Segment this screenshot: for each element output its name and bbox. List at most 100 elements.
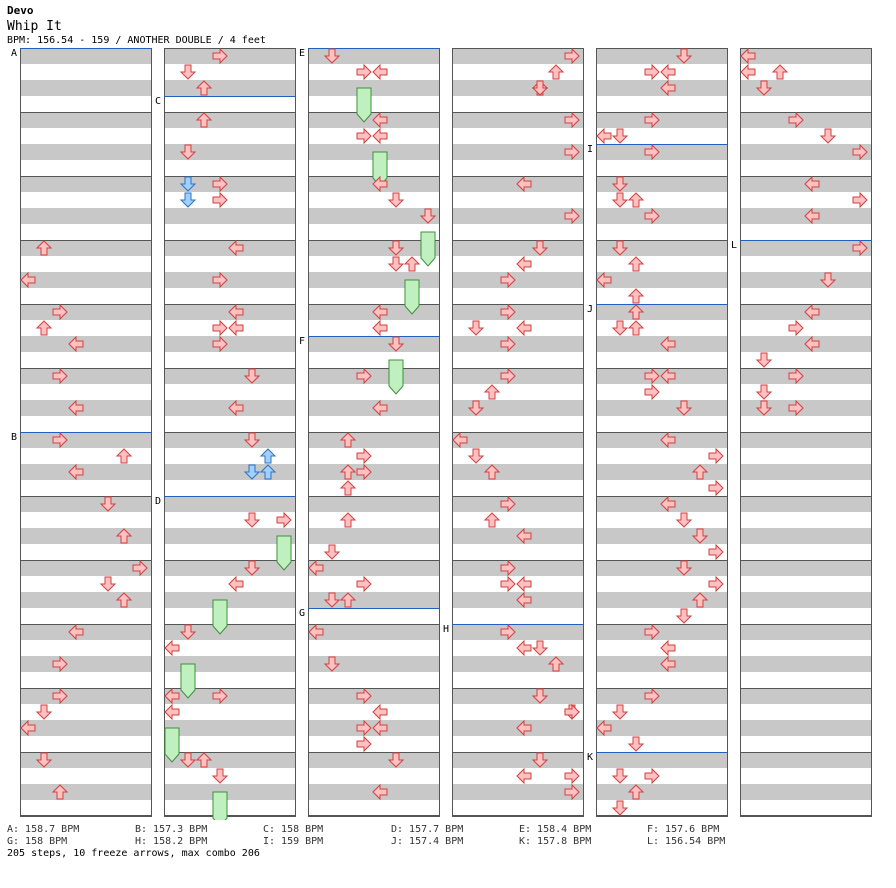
step-arrow-up-icon (403, 256, 421, 272)
step-arrow-down-icon (755, 352, 773, 368)
beat-band (308, 624, 440, 640)
step-arrow-right-icon (644, 207, 660, 225)
step-arrow-down-icon (179, 64, 197, 80)
step-arrow-right-icon (644, 623, 660, 641)
step-arrow-right-icon (564, 767, 580, 785)
step-arrow-left-icon (372, 111, 388, 129)
step-arrow-right-icon (500, 623, 516, 641)
step-arrow-left-icon (516, 175, 532, 193)
beat-band (452, 784, 584, 800)
step-arrow-left-icon (516, 591, 532, 609)
beat-band (452, 208, 584, 224)
step-arrow-up-icon (547, 64, 565, 80)
step-arrow-left-icon (804, 175, 820, 193)
step-arrow-down-icon (755, 384, 773, 400)
step-arrow-up-icon (115, 592, 133, 608)
bpm-marker-label: G (299, 608, 305, 619)
bpm-legend-entry: J: 157.4 BPM (391, 836, 464, 847)
beat-band (20, 528, 152, 544)
beat-band (596, 272, 728, 288)
beat-band (20, 368, 152, 384)
step-arrow-right-icon (356, 463, 372, 481)
beat-band (452, 112, 584, 128)
beat-band (740, 720, 872, 736)
step-arrow-right-icon (52, 367, 68, 385)
step-arrow-down-icon (611, 800, 629, 816)
beat-band (452, 304, 584, 320)
freeze-arrow (164, 727, 180, 763)
step-arrow-left-icon (596, 719, 612, 737)
step-arrow-left-icon (660, 63, 676, 81)
step-arrow-right-icon (708, 575, 724, 593)
step-arrow-down-icon (675, 512, 693, 528)
step-arrow-up-icon (339, 464, 357, 480)
bpm-legend-entry: E: 158.4 BPM (519, 824, 592, 835)
step-arrow-up-icon (195, 112, 213, 128)
bpm-marker-label: I (587, 144, 593, 155)
step-arrow-left-icon (660, 495, 676, 513)
bpm-marker-label: F (299, 336, 305, 347)
step-arrow-right-icon (132, 559, 148, 577)
step-arrow-right-icon (212, 175, 228, 193)
step-arrow-down-icon (99, 496, 117, 512)
step-arrow-down-icon (611, 320, 629, 336)
step-arrow-left-icon (516, 719, 532, 737)
step-arrow-down-icon (531, 80, 549, 96)
beat-band (452, 496, 584, 512)
beat-band (20, 560, 152, 576)
beat-band (596, 208, 728, 224)
step-arrow-left-icon (660, 639, 676, 657)
beat-band (20, 48, 152, 64)
step-arrow-up-icon (259, 464, 277, 480)
step-arrow-down-icon (387, 256, 405, 272)
beat-band (20, 464, 152, 480)
step-arrow-up-icon (483, 464, 501, 480)
step-arrow-up-icon (339, 512, 357, 528)
beat-band (596, 176, 728, 192)
step-arrow-up-icon (195, 752, 213, 768)
step-arrow-left-icon (372, 719, 388, 737)
step-arrow-left-icon (596, 127, 612, 145)
beat-band (308, 208, 440, 224)
step-arrow-left-icon (516, 767, 532, 785)
step-arrow-right-icon (52, 431, 68, 449)
step-arrow-right-icon (500, 335, 516, 353)
beat-band (596, 560, 728, 576)
step-arrow-down-icon (323, 656, 341, 672)
beat-band (308, 432, 440, 448)
step-arrow-right-icon (788, 367, 804, 385)
beat-band (740, 80, 872, 96)
step-arrow-down-icon (323, 544, 341, 560)
step-arrow-right-icon (708, 447, 724, 465)
step-arrow-right-icon (356, 63, 372, 81)
step-arrow-down-icon (387, 240, 405, 256)
beat-band (452, 464, 584, 480)
step-arrow-right-icon (564, 703, 580, 721)
step-arrow-left-icon (308, 623, 324, 641)
beat-band (164, 176, 296, 192)
step-arrow-down-icon (819, 128, 837, 144)
step-arrow-down-icon (179, 752, 197, 768)
step-arrow-left-icon (596, 271, 612, 289)
step-arrow-down-icon (467, 320, 485, 336)
beat-band (164, 464, 296, 480)
beat-band (452, 48, 584, 64)
freeze-arrow (276, 535, 292, 571)
beat-band (740, 432, 872, 448)
beat-band (740, 624, 872, 640)
step-arrow-down-icon (35, 752, 53, 768)
bpm-legend-entry: G: 158 BPM (7, 836, 68, 847)
step-arrow-down-icon (179, 176, 197, 192)
step-arrow-down-icon (531, 752, 549, 768)
bpm-marker-label: H (443, 624, 449, 635)
step-arrow-up-icon (35, 240, 53, 256)
step-arrow-right-icon (52, 655, 68, 673)
beat-band (596, 48, 728, 64)
step-arrow-right-icon (52, 303, 68, 321)
beat-band (164, 688, 296, 704)
step-arrow-right-icon (276, 511, 292, 529)
beat-band (164, 432, 296, 448)
step-arrow-down-icon (611, 240, 629, 256)
beat-band (740, 688, 872, 704)
step-arrow-up-icon (483, 512, 501, 528)
